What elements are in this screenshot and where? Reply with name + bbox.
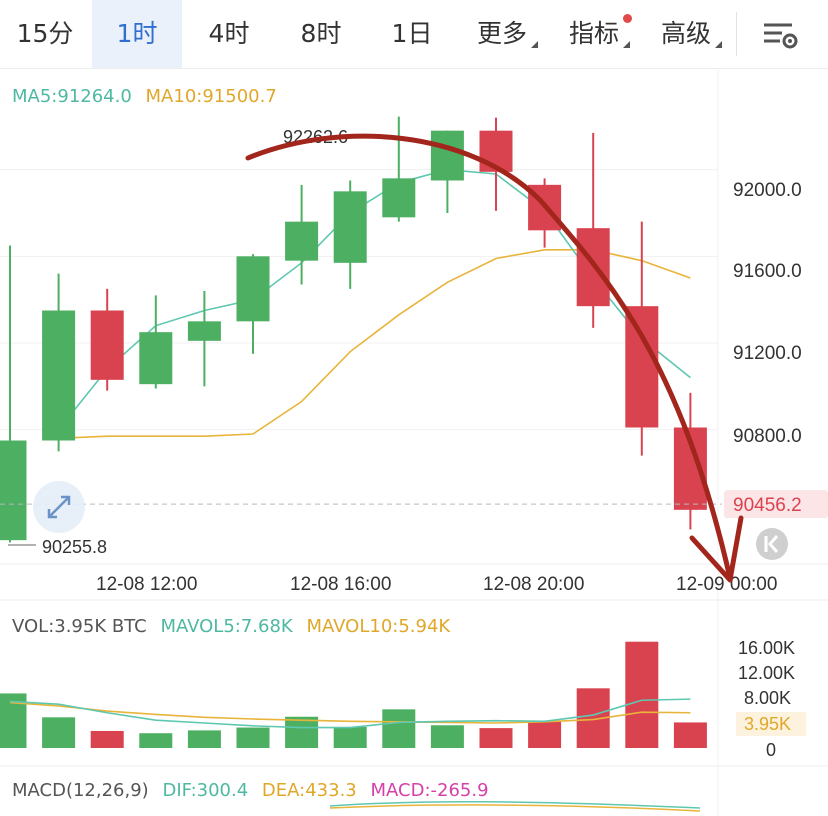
- legend-ma5: MA5:91264.0: [12, 86, 132, 107]
- legend: MA5:91264.0 MA10:91500.7: [12, 86, 277, 107]
- volume-bar: [430, 725, 464, 748]
- dropdown-triangle-icon: [715, 41, 722, 48]
- chart-settings-icon[interactable]: [758, 16, 802, 52]
- tab-label: 8时: [300, 19, 342, 48]
- tab-15min[interactable]: 15分: [0, 0, 90, 68]
- x-tick: 12-08 12:00: [96, 574, 197, 595]
- current-price-label: 90456.2: [733, 495, 802, 516]
- mavol5-line: [9, 698, 691, 729]
- tab-label: 更多: [476, 19, 527, 48]
- candle-body: [139, 332, 173, 385]
- x-tick: 12-08 20:00: [483, 574, 584, 595]
- legend-mavol5: MAVOL5:7.68K: [160, 616, 293, 637]
- volume-bar: [139, 733, 173, 748]
- tab-8h[interactable]: 8时: [276, 0, 366, 68]
- volume-bar: [333, 726, 367, 748]
- candle-body: [187, 321, 221, 341]
- dea-line: [329, 804, 701, 812]
- trend-arrow: [245, 133, 733, 581]
- tab-1h[interactable]: 1时: [92, 0, 182, 68]
- y-tick: 91200.0: [733, 343, 802, 364]
- candle-body: [625, 306, 659, 428]
- candles: [0, 116, 707, 543]
- volume-bar: [187, 730, 221, 748]
- volume-bar: [479, 728, 513, 748]
- volume-bars: [0, 641, 707, 748]
- scroll-to-latest-icon[interactable]: [756, 528, 788, 560]
- tab-advanced[interactable]: 高级: [646, 0, 726, 68]
- tab-1d[interactable]: 1日: [368, 0, 456, 68]
- volume-bar: [625, 641, 659, 748]
- candle-body: [430, 130, 464, 181]
- y-tick: 91600.0: [733, 261, 802, 282]
- legend-dea: DEA:433.3: [262, 780, 357, 801]
- x-tick: 12-08 16:00: [290, 574, 391, 595]
- vol-y-tick: 0: [766, 740, 776, 760]
- legend-ma10: MA10:91500.7: [146, 86, 277, 107]
- legend-mavol10: MAVOL10:5.94K: [306, 616, 451, 637]
- volume-bar: [236, 727, 270, 748]
- vol-current-label: 3.95K: [744, 714, 791, 734]
- tab-label: 4时: [208, 19, 250, 48]
- candle-body: [382, 178, 416, 218]
- tab-label: 1时: [116, 19, 158, 48]
- vol-current-tag: [736, 712, 806, 736]
- dropdown-triangle-icon: [531, 41, 538, 48]
- y-tick: 90800.0: [733, 426, 802, 447]
- volume-bar: [673, 722, 707, 748]
- trend-arrow-head: [689, 515, 744, 583]
- macd-legend: MACD(12,26,9) DIF:300.4 DEA:433.3 MACD:-…: [12, 780, 489, 801]
- candle-body: [90, 310, 124, 380]
- tab-label: 指标: [568, 19, 619, 48]
- vol-y-tick: 12.00K: [738, 663, 795, 683]
- legend-vol: VOL:3.95K BTC: [12, 616, 147, 637]
- vol-y-tick: 8.00K: [744, 688, 791, 708]
- tab-more[interactable]: 更多: [462, 0, 542, 68]
- tab-4h[interactable]: 4时: [184, 0, 274, 68]
- legend-macd-title: MACD(12,26,9): [12, 780, 149, 801]
- tab-indicators[interactable]: 指标: [554, 0, 634, 68]
- volume-bar: [285, 716, 319, 748]
- tab-label: 15分: [16, 19, 74, 48]
- volume-bar: [382, 709, 416, 748]
- notification-dot-icon: [623, 14, 632, 23]
- candle-body: [333, 191, 367, 263]
- y-tick: 92000.0: [733, 180, 802, 201]
- volume-legend: VOL:3.95K BTC MAVOL5:7.68K MAVOL10:5.94K: [12, 616, 451, 637]
- volume-bar: [528, 720, 562, 748]
- dropdown-triangle-icon: [623, 41, 630, 48]
- x-tick: 12-09 00:00: [676, 574, 777, 595]
- legend-dif: DIF:300.4: [162, 780, 248, 801]
- candle-body: [236, 256, 270, 322]
- vol-y-tick: 16.00K: [738, 638, 795, 658]
- current-price-tag: [724, 490, 828, 519]
- dif-line: [329, 800, 701, 809]
- candle-body: [285, 221, 319, 261]
- timeframe-tab-bar: 15分 1时 4时 8时 1日 更多 指标 高级: [0, 0, 828, 69]
- candle-body: [42, 310, 76, 441]
- volume-bar: [42, 717, 76, 748]
- candle-body: [0, 440, 27, 541]
- tab-label: 高级: [660, 19, 711, 48]
- legend-macd: MACD:-265.9: [370, 780, 488, 801]
- mavol10-line: [9, 701, 691, 724]
- tab-divider: [736, 12, 737, 56]
- expand-zoom-icon[interactable]: [33, 481, 85, 533]
- tab-label: 1日: [391, 19, 433, 48]
- volume-bar: [90, 730, 124, 748]
- low-price-label: 90255.8: [42, 537, 107, 557]
